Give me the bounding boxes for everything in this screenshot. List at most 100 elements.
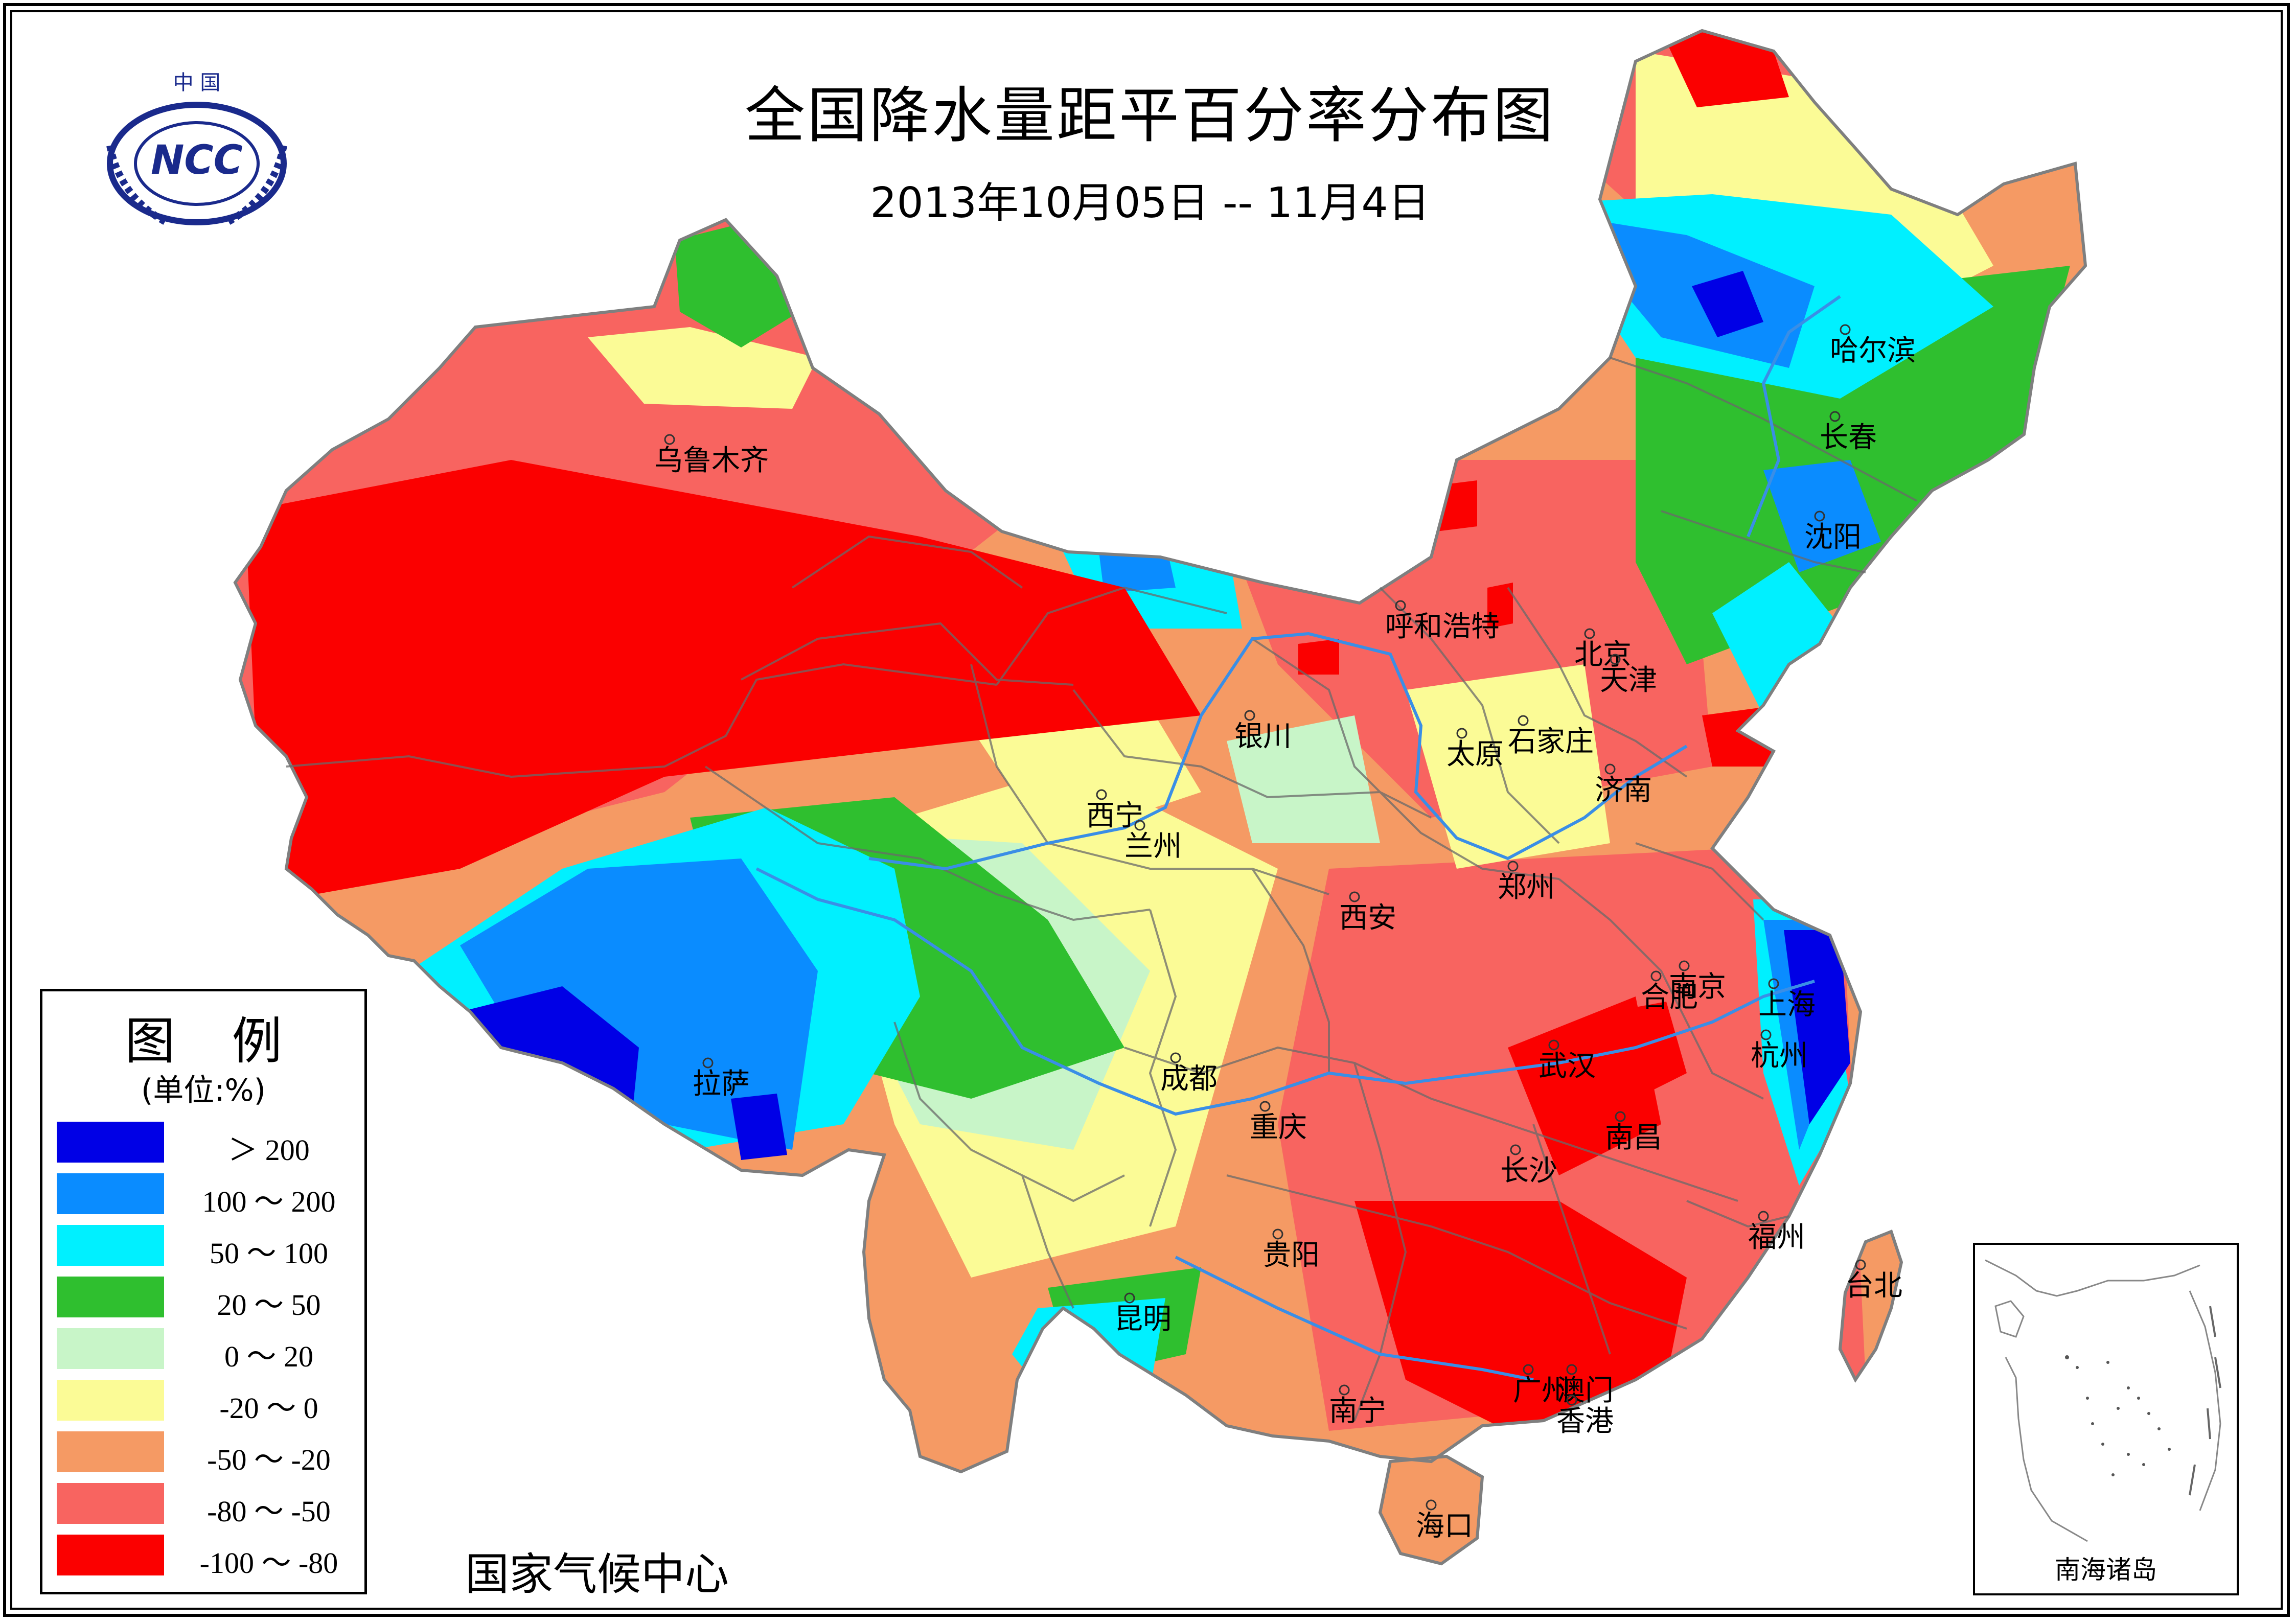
city-dot [1523, 1364, 1534, 1375]
city-marker: 合肥 [1641, 970, 1698, 1014]
legend-row: -50 ～ -20 [57, 1431, 363, 1476]
city-label: 长沙 [1500, 1154, 1557, 1188]
city-label: 武汉 [1539, 1050, 1596, 1083]
city-label: 呼和浩特 [1385, 610, 1500, 643]
legend-label: 0 ～ 20 [224, 1340, 313, 1373]
city-marker: 上海 [1758, 978, 1816, 1022]
city-label: 天津 [1600, 664, 1657, 697]
city-label: 长春 [1820, 421, 1877, 454]
city-label: 南昌 [1605, 1121, 1662, 1154]
legend-row: 0 ～ 20 [57, 1328, 363, 1373]
ncc-logo: 中 国 NCC [74, 69, 319, 238]
city-label: 北京 [1574, 638, 1632, 671]
legend-swatch [57, 1483, 164, 1524]
city-label: 南京 [1669, 970, 1726, 1004]
city-marker: 南宁 [1329, 1384, 1386, 1428]
city-dot [1134, 820, 1145, 831]
city-dot [1510, 1144, 1521, 1155]
city-marker: 武汉 [1539, 1039, 1596, 1083]
city-dot [1566, 1364, 1577, 1375]
city-label: 杭州 [1751, 1039, 1808, 1073]
legend-label: 20 ～ 50 [217, 1288, 321, 1321]
city-dot [1650, 970, 1662, 982]
city-marker: 长沙 [1500, 1144, 1557, 1188]
city-label: 太原 [1447, 738, 1504, 771]
city-label: 贵阳 [1262, 1239, 1320, 1272]
city-marker: 香港 [1556, 1395, 1614, 1438]
city-marker: 南昌 [1605, 1111, 1662, 1154]
legend-row: -80 ～ -50 [57, 1483, 363, 1528]
city-label: 澳门 [1556, 1374, 1614, 1407]
city-marker: 昆明 [1114, 1292, 1172, 1336]
city-marker: 南京 [1669, 960, 1726, 1004]
city-marker: 澳门 [1556, 1364, 1614, 1407]
legend-row: ＞ 200 [57, 1122, 363, 1167]
legend-row: -100 ～ -80 [57, 1535, 363, 1580]
city-dot [1760, 1029, 1772, 1040]
inner-frame [10, 10, 2283, 1610]
map-title: 全国降水量距平百分率分布图 [744, 80, 1555, 151]
legend-swatch [57, 1122, 164, 1163]
legend-row: 20 ～ 50 [57, 1277, 363, 1321]
city-dot [1456, 728, 1467, 739]
legend-label: -80 ～ -50 [207, 1495, 331, 1528]
legend-label: -20 ～ 0 [219, 1392, 318, 1425]
legend-row: 100 ～ 200 [57, 1173, 363, 1218]
legend-swatch [57, 1277, 164, 1317]
city-dot [1679, 960, 1690, 971]
city-marker: 西安 [1339, 891, 1396, 935]
legend-label: 50 ～ 100 [209, 1237, 328, 1270]
legend-swatch [57, 1328, 164, 1369]
city-label: 上海 [1758, 988, 1816, 1022]
city-dot [1124, 1292, 1135, 1304]
logo-text: NCC [151, 137, 243, 183]
city-label: 银川 [1234, 720, 1292, 753]
legend-label: -50 ～ -20 [207, 1443, 331, 1476]
city-label: 沈阳 [1804, 521, 1862, 554]
city-dot [1584, 628, 1595, 639]
city-label: 西安 [1339, 901, 1396, 935]
city-marker: 太原 [1447, 728, 1504, 771]
city-marker: 福州 [1748, 1211, 1805, 1254]
legend-swatch [57, 1380, 164, 1421]
legend-label: -100 ～ -80 [199, 1546, 338, 1580]
organization-name: 国家气候中心 [465, 1549, 729, 1600]
legend-title: 图 例 [125, 1012, 303, 1071]
city-dot [1096, 789, 1107, 800]
city-label: 兰州 [1124, 830, 1182, 863]
city-dot [1349, 891, 1360, 902]
city-dot [1610, 654, 1621, 665]
city-dot [664, 434, 675, 445]
city-label: 昆明 [1114, 1303, 1172, 1336]
legend-label: ＞ 200 [228, 1133, 310, 1167]
city-dot [1518, 715, 1529, 726]
legend-swatch [57, 1173, 164, 1214]
city-dot [702, 1057, 714, 1069]
city-label: 乌鲁木齐 [654, 444, 769, 477]
city-dot [1339, 1384, 1350, 1396]
city-marker: 重庆 [1250, 1101, 1307, 1144]
city-dot [1272, 1228, 1283, 1240]
city-marker: 拉萨 [693, 1057, 750, 1101]
city-dot [1840, 324, 1851, 335]
city-label: 济南 [1595, 774, 1652, 807]
city-dot [1244, 710, 1255, 721]
city-dot [1829, 411, 1841, 422]
city-label: 西宁 [1086, 799, 1143, 832]
city-marker: 呼和浩特 [1385, 600, 1500, 643]
city-marker: 沈阳 [1804, 511, 1862, 554]
city-dot [1507, 861, 1519, 872]
city-marker: 海口 [1416, 1499, 1473, 1543]
city-label: 福州 [1748, 1221, 1805, 1254]
city-marker: 银川 [1234, 710, 1292, 753]
city-marker: 石家庄 [1508, 715, 1594, 758]
city-marker: 长春 [1820, 411, 1877, 454]
city-label: 海口 [1416, 1510, 1473, 1543]
legend-swatch [57, 1431, 164, 1472]
city-label: 南宁 [1329, 1395, 1386, 1428]
legend-swatch [57, 1535, 164, 1575]
south-china-sea-inset: 南海诸岛 [1973, 1243, 2239, 1595]
city-label: 拉萨 [693, 1068, 750, 1101]
city-dot [1170, 1052, 1181, 1063]
city-marker: 广州 [1513, 1364, 1570, 1407]
